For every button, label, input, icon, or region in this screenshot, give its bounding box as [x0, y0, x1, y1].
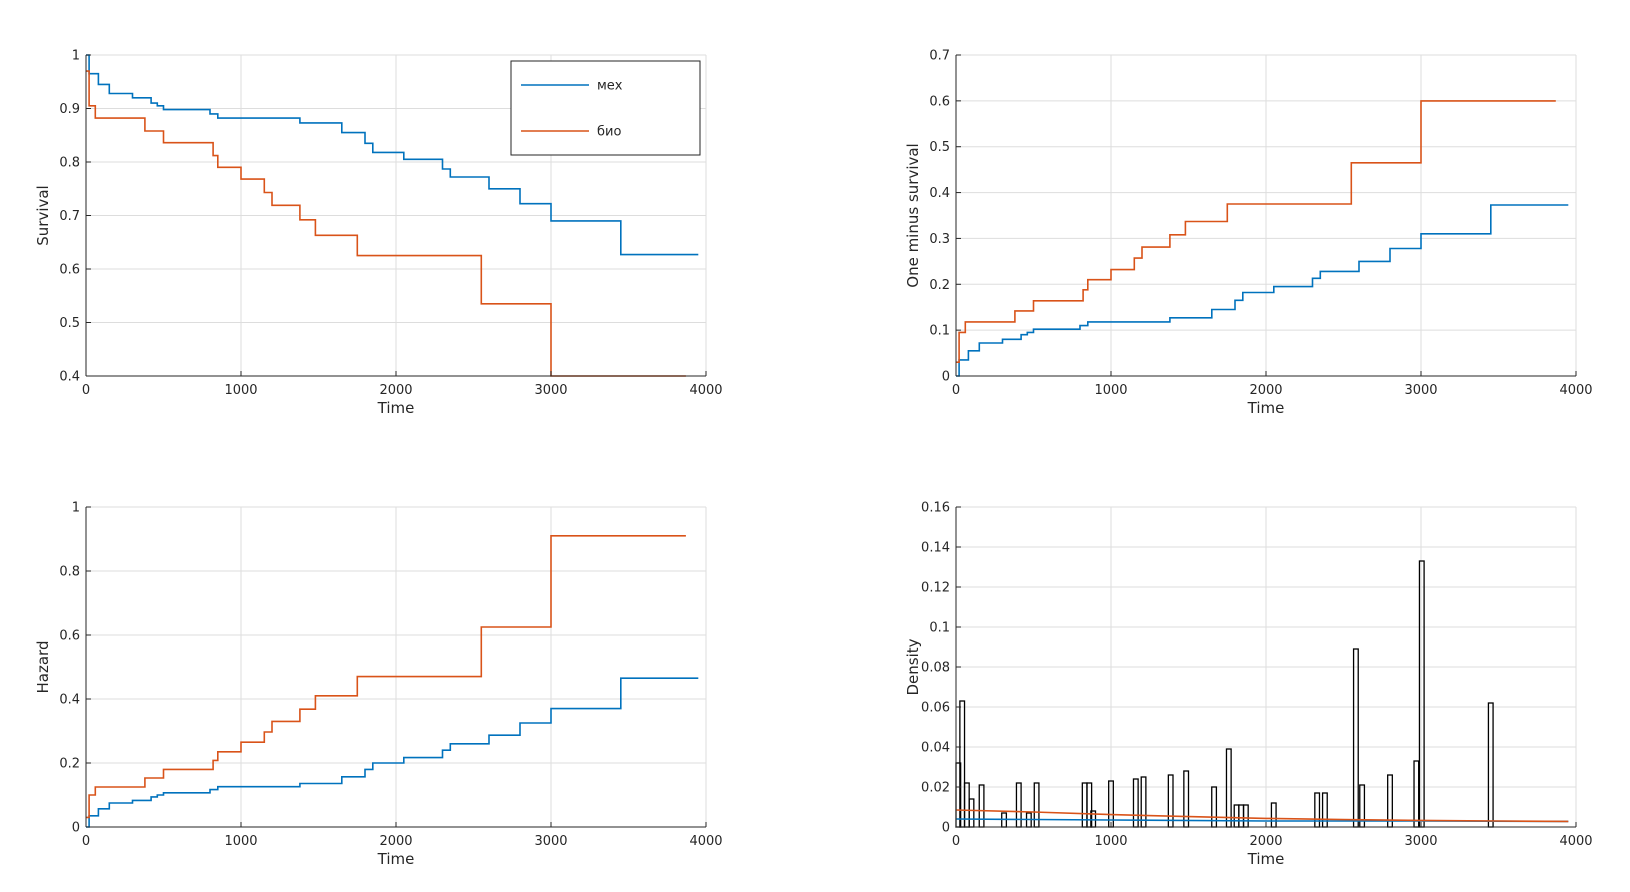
one-minus-survival-chart: 0 1000 2000 3000 4000 0 0.1 0.2 0.3 0.4 0.5 0.6 0.7 T…	[904, 49, 1593, 418]
x-tick-label: 2000	[1249, 834, 1282, 849]
y-tick-label: 0.9	[59, 102, 80, 117]
y-tick-label: 0.16	[921, 501, 950, 516]
x-tick-label: 2000	[1249, 383, 1282, 398]
x-tick-label: 4000	[1559, 834, 1592, 849]
x-tick-label: 0	[82, 834, 90, 849]
series-line-bio	[86, 70, 686, 377]
x-tick-label: 4000	[689, 834, 722, 849]
x-tick-label: 3000	[534, 383, 567, 398]
y-tick-label: 1	[72, 49, 80, 64]
y-axis-label: Survival	[34, 185, 52, 245]
legend-box	[510, 60, 701, 156]
y-tick-label: 0.5	[59, 316, 80, 331]
legend: мех био	[510, 60, 701, 156]
x-axis-label: Time	[377, 399, 415, 417]
x-tick-label: 1000	[1094, 834, 1127, 849]
series-line-bio	[955, 809, 1569, 823]
y-tick-label: 0.6	[59, 629, 80, 644]
x-tick-label: 2000	[379, 383, 412, 398]
y-tick-label: 0.06	[921, 701, 950, 716]
density-chart: 0 1000 2000 3000 4000 0 0.02 0.04 0.06 0.08 0.1 0.1…	[904, 501, 1593, 869]
series-line-mex	[86, 54, 699, 256]
x-tick-label: 0	[952, 834, 960, 849]
series-line-bio	[86, 535, 686, 819]
y-tick-label: 0.12	[921, 581, 950, 596]
y-tick-label: 0	[942, 821, 950, 836]
y-tick-label: 0.1	[929, 324, 950, 339]
x-tick-label: 3000	[1404, 383, 1437, 398]
x-axis-label: Time	[1247, 850, 1285, 868]
series-line-mex	[86, 677, 699, 828]
y-tick-label: 0.7	[59, 209, 80, 224]
y-tick-label: 0.2	[929, 278, 950, 293]
y-tick-label: 0	[72, 821, 80, 836]
series-line-mex	[956, 204, 1569, 377]
y-tick-label: 0.6	[929, 94, 950, 109]
y-tick-label: 0.5	[929, 140, 950, 155]
y-tick-label: 0.8	[59, 565, 80, 580]
y-tick-label: 0.4	[59, 370, 80, 385]
x-tick-label: 1000	[224, 834, 257, 849]
y-tick-label: 0.04	[921, 741, 950, 756]
y-tick-label: 1	[72, 501, 80, 516]
survival-chart: 0 1000 2000 3000 4000 0.4 0.5 0.6 0.7 0.8 0.9 1 Time…	[34, 49, 723, 418]
legend-entry: био	[597, 125, 621, 140]
y-axis-label: Density	[904, 638, 922, 695]
x-tick-label: 4000	[1559, 383, 1592, 398]
y-tick-label: 0.6	[59, 263, 80, 278]
x-tick-label: 1000	[1094, 383, 1127, 398]
y-tick-label: 0.8	[59, 156, 80, 171]
x-tick-label: 1000	[224, 383, 257, 398]
x-tick-label: 2000	[379, 834, 412, 849]
series-line-bio	[956, 100, 1556, 363]
x-tick-label: 0	[82, 383, 90, 398]
y-tick-label: 0.7	[929, 49, 950, 64]
x-tick-label: 3000	[1404, 834, 1437, 849]
y-tick-label: 0.14	[921, 541, 950, 556]
y-tick-label: 0.4	[929, 186, 950, 201]
x-axis-label: Time	[377, 850, 415, 868]
y-axis-label: Hazard	[34, 641, 52, 694]
y-tick-label: 0.4	[59, 693, 80, 708]
legend-entry: мех	[597, 79, 623, 94]
y-tick-label: 0.2	[59, 757, 80, 772]
x-axis-label: Time	[1247, 399, 1285, 417]
y-tick-label: 0	[942, 370, 950, 385]
y-tick-label: 0.3	[929, 232, 950, 247]
x-tick-label: 3000	[534, 834, 567, 849]
x-tick-label: 4000	[689, 383, 722, 398]
y-axis-label: One minus survival	[904, 143, 922, 287]
x-tick-label: 0	[952, 383, 960, 398]
y-tick-label: 0.02	[921, 781, 950, 796]
hazard-chart: 0 1000 2000 3000 4000 0 0.2 0.4 0.6 0.8 1 Time Hazar…	[34, 501, 723, 869]
y-tick-label: 0.08	[921, 661, 950, 676]
y-tick-label: 0.1	[929, 621, 950, 636]
